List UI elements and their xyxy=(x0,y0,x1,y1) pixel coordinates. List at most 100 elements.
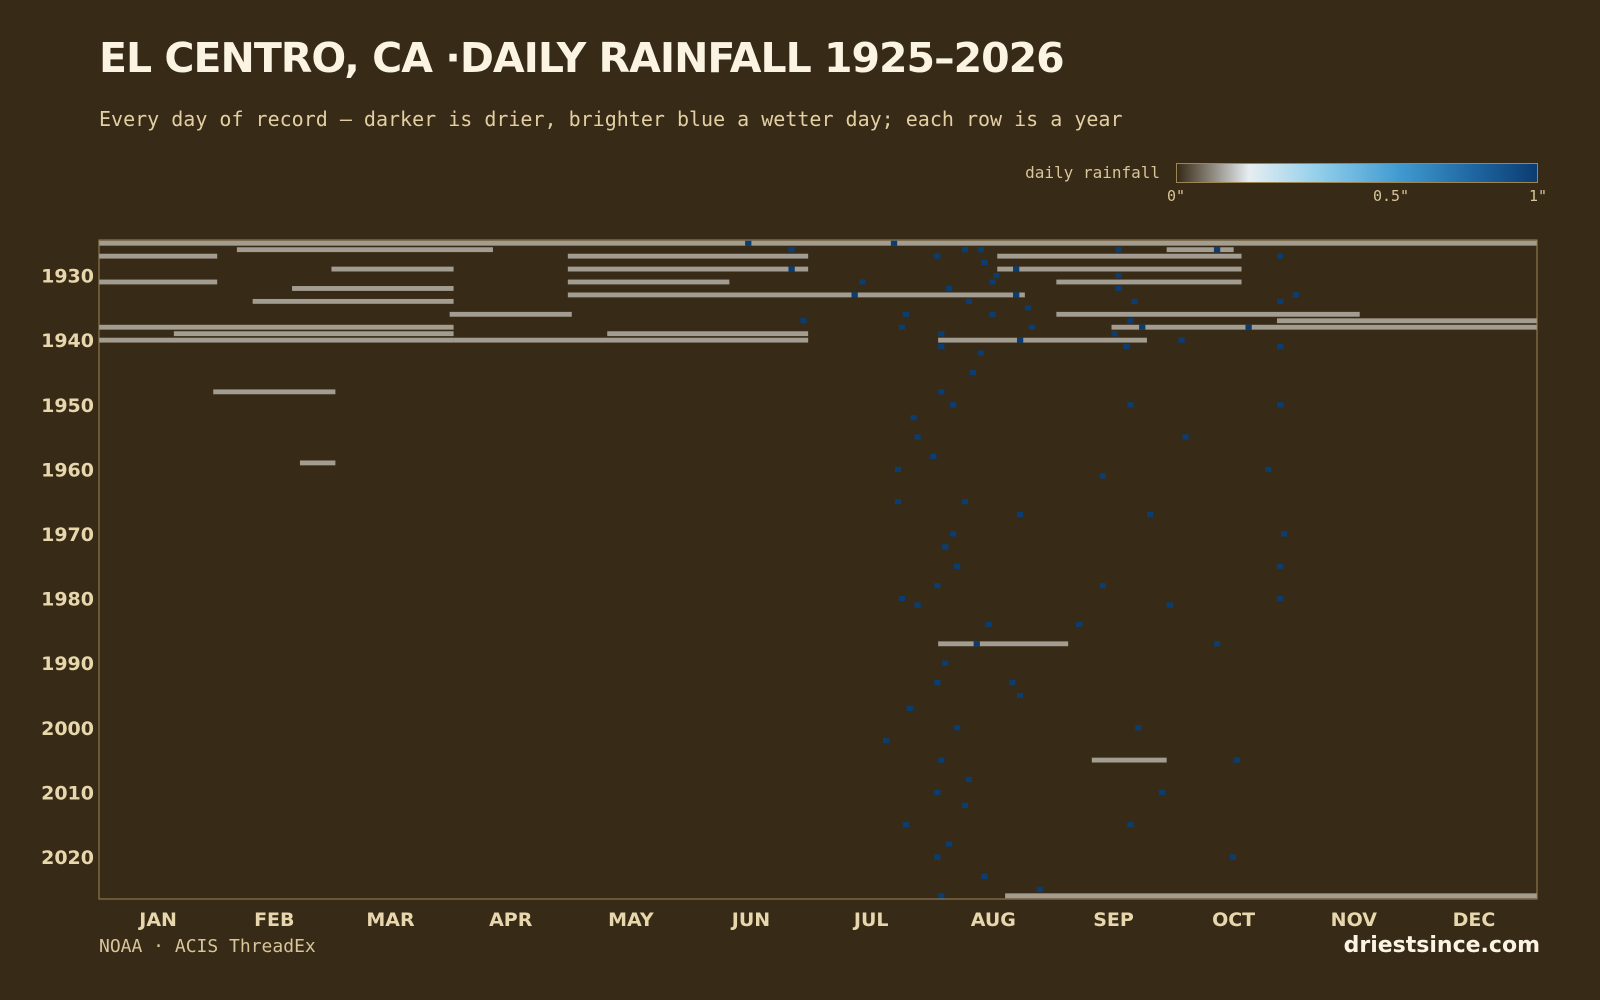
rain-day-cell xyxy=(961,247,969,253)
rain-day-cell xyxy=(894,466,902,472)
rain-day-cell xyxy=(890,240,898,246)
rain-day-cell xyxy=(1016,337,1024,343)
month-tick-label: NOV xyxy=(1331,909,1378,931)
rain-day-cell xyxy=(1115,272,1122,279)
month-tick-label: APR xyxy=(489,909,533,931)
missing-data-band xyxy=(331,266,454,272)
rain-day-cell xyxy=(934,789,941,796)
rain-day-cell xyxy=(894,499,902,505)
month-tick-label: JUL xyxy=(852,909,889,931)
missing-data-band xyxy=(236,247,493,253)
rain-day-cell xyxy=(981,259,988,266)
legend-tick-mid: 0.5" xyxy=(1372,187,1410,205)
rain-day-cell xyxy=(788,247,795,253)
rain-day-cell xyxy=(938,389,945,395)
month-tick-label: JUN xyxy=(730,909,770,931)
rain-day-cell xyxy=(1127,318,1134,324)
plot-border xyxy=(98,239,1538,900)
legend-tick-max: 1" xyxy=(1528,187,1548,205)
rain-day-cell xyxy=(1127,402,1134,408)
page-title: EL CENTRO, CA ·DAILY RAINFALL 1925–2026 xyxy=(99,34,1065,82)
rain-day-cell xyxy=(969,369,976,376)
rain-day-cell xyxy=(1276,595,1284,602)
missing-data-band xyxy=(99,253,218,259)
month-tick-label: FEB xyxy=(254,909,294,931)
rain-day-cell xyxy=(965,298,973,305)
rain-day-cell xyxy=(1213,247,1221,253)
rain-day-cell xyxy=(949,531,957,537)
rain-day-cell xyxy=(1146,511,1154,518)
rain-day-cell xyxy=(1099,583,1106,589)
rain-day-cell xyxy=(938,757,945,763)
rain-day-cell xyxy=(930,453,937,460)
year-tick-label: 2020 xyxy=(41,847,94,869)
rain-day-cell xyxy=(898,595,906,602)
rain-day-cell xyxy=(1213,641,1221,647)
rain-day-cell xyxy=(1013,292,1020,298)
rain-day-cell xyxy=(965,776,973,783)
rain-day-cell xyxy=(1016,692,1024,699)
rain-day-cell xyxy=(946,841,953,847)
missing-data-band xyxy=(997,266,1242,272)
year-tick-label: 2010 xyxy=(41,782,94,804)
rain-day-cell xyxy=(745,240,752,246)
rain-day-cell xyxy=(902,311,909,317)
year-tick-label: 1990 xyxy=(41,653,94,675)
month-tick-label: JAN xyxy=(137,909,177,931)
year-tick-label: 1980 xyxy=(41,589,94,611)
rain-day-cell xyxy=(910,415,917,421)
rain-day-cell xyxy=(851,292,858,298)
rain-day-cell xyxy=(1111,331,1118,337)
missing-data-band xyxy=(99,240,1537,246)
missing-data-band xyxy=(938,337,1147,343)
brand-link[interactable]: driestsince.com xyxy=(1343,933,1540,958)
rain-day-cell xyxy=(934,679,941,686)
rain-day-cell xyxy=(902,822,909,828)
rain-day-cell xyxy=(934,583,941,589)
rain-day-cell xyxy=(1028,324,1036,330)
rain-day-cell xyxy=(914,602,921,608)
missing-data-band xyxy=(292,286,454,291)
month-tick-label: OCT xyxy=(1212,909,1255,931)
rain-day-cell xyxy=(1013,266,1020,272)
rain-day-cell xyxy=(977,350,984,356)
rain-day-cell xyxy=(1233,757,1240,763)
rain-day-cell xyxy=(1024,305,1032,311)
legend-label: daily rainfall xyxy=(1025,163,1160,182)
rain-day-cell xyxy=(1292,292,1300,298)
rain-day-cell xyxy=(1127,822,1134,828)
rain-day-cell xyxy=(1139,324,1146,330)
rain-day-cell xyxy=(938,331,945,337)
rain-day-cell xyxy=(1229,854,1236,860)
rain-day-cell xyxy=(942,544,949,550)
rain-day-cell xyxy=(946,285,953,292)
rain-day-cell xyxy=(1123,343,1130,350)
rain-day-cell xyxy=(1036,886,1043,892)
rain-day-cell xyxy=(1131,298,1138,305)
rain-day-cell xyxy=(961,499,969,505)
missing-data-band xyxy=(99,324,454,330)
rain-day-cell xyxy=(938,893,945,899)
missing-data-band xyxy=(252,298,454,304)
missing-data-band xyxy=(567,253,809,259)
missing-data-band xyxy=(99,337,454,343)
year-tick-label: 1970 xyxy=(41,524,94,546)
missing-data-band xyxy=(1166,247,1234,253)
missing-data-band xyxy=(997,253,1242,259)
rain-day-cell xyxy=(934,253,941,259)
year-tick-label: 1940 xyxy=(41,330,94,352)
rain-day-cell xyxy=(1135,725,1142,731)
rain-day-cell xyxy=(993,272,1000,279)
rain-day-cell xyxy=(1115,247,1122,253)
rain-day-cell xyxy=(961,802,969,808)
rain-day-cell xyxy=(800,318,807,324)
missing-data-band xyxy=(1005,893,1537,899)
missing-data-band xyxy=(1111,324,1537,330)
month-tick-label: DEC xyxy=(1453,909,1496,931)
rain-day-cell xyxy=(1280,531,1288,537)
rain-day-cell xyxy=(981,873,988,880)
missing-data-layer xyxy=(99,240,1537,899)
rain-day-cell xyxy=(1009,679,1016,686)
legend-tick-min: 0" xyxy=(1166,187,1186,205)
